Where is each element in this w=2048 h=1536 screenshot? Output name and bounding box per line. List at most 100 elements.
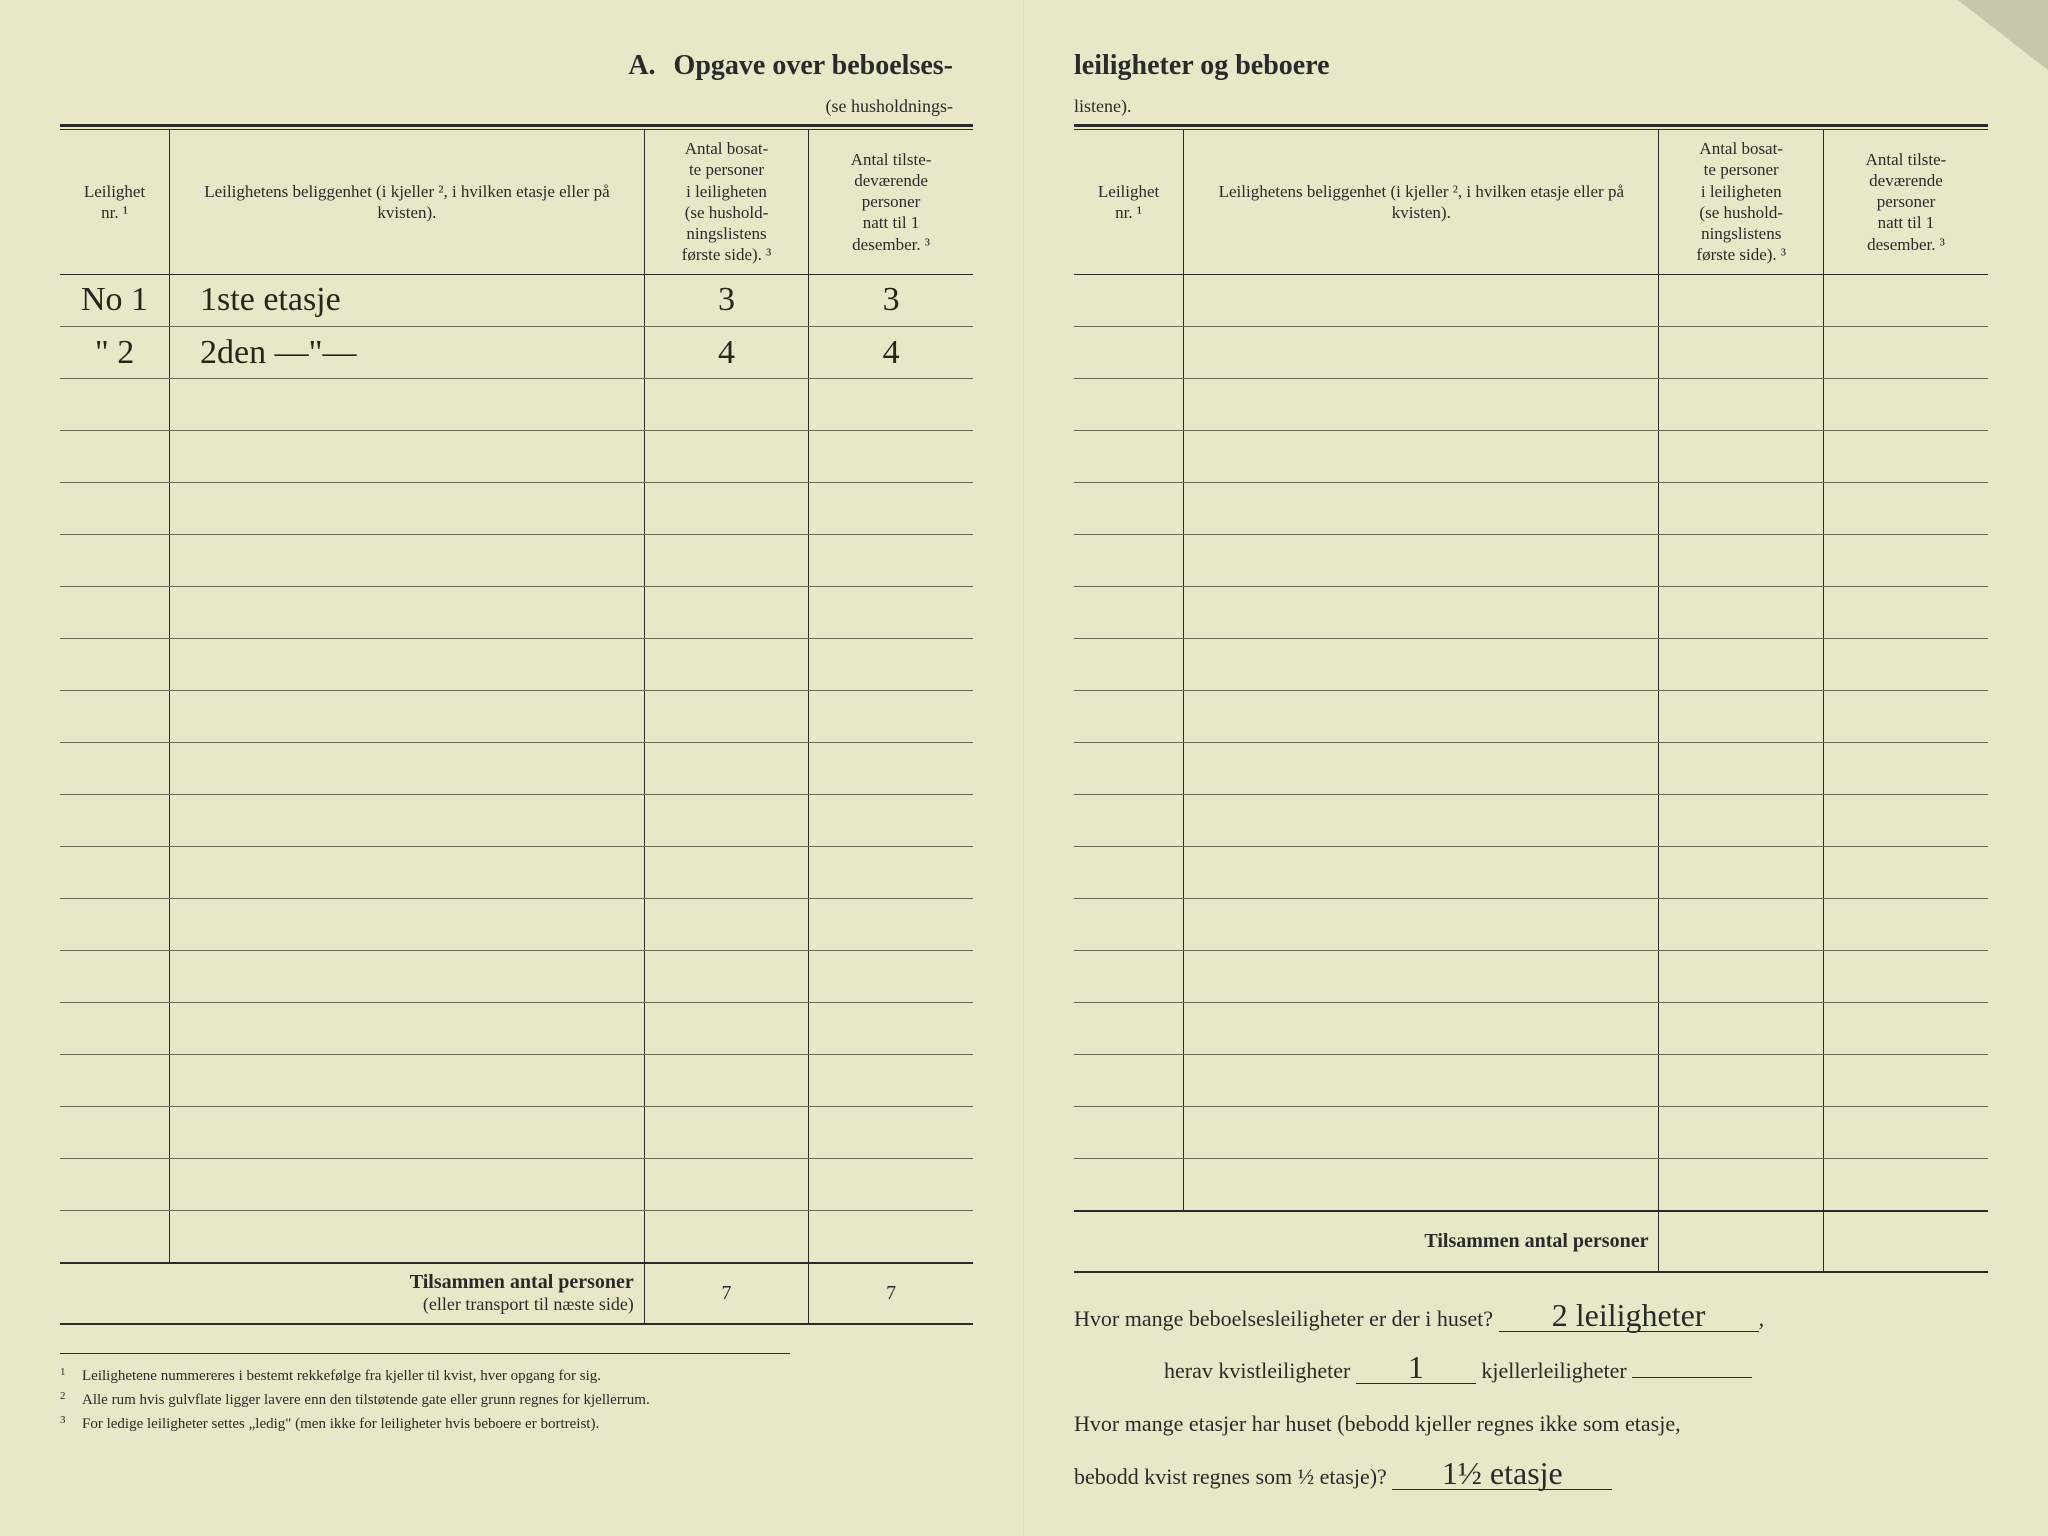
table-row	[60, 431, 973, 483]
cell-nr	[60, 431, 170, 483]
cell-tilstede	[1823, 743, 1988, 795]
answer-q2a: 1	[1356, 1351, 1476, 1384]
question-3-line2: bebodd kvist regnes som ½ etasje)? 1½ et…	[1074, 1451, 1988, 1504]
table-row	[60, 1003, 973, 1055]
totals-row-right: Tilsammen antal personer	[1074, 1211, 1988, 1271]
cell-tilstede	[809, 951, 973, 1003]
cell-nr	[60, 1055, 170, 1107]
cell-location: 1ste etasje	[170, 275, 645, 327]
cell-location	[1184, 535, 1659, 587]
col-header-tilstede: Antal tilste- deværende personer natt ti…	[809, 130, 973, 274]
cell-bosatte	[644, 847, 808, 899]
cell-location	[1184, 899, 1659, 951]
cell-location	[170, 639, 645, 691]
cell-tilstede	[809, 535, 973, 587]
cell-nr	[1074, 587, 1184, 639]
table-row	[60, 951, 973, 1003]
table-row	[1074, 951, 1988, 1003]
cell-tilstede	[1823, 431, 1988, 483]
header-row: Leilighet nr. ¹ Leilighetens beliggenhet…	[1074, 130, 1988, 274]
cell-nr	[60, 587, 170, 639]
table-row	[60, 587, 973, 639]
cell-nr	[1074, 431, 1184, 483]
table-row	[60, 899, 973, 951]
table-row	[1074, 535, 1988, 587]
col-header-location: Leilighetens beliggenhet (i kjeller ², i…	[170, 130, 645, 274]
cell-nr	[60, 1107, 170, 1159]
totals-bosatte-left: 7	[644, 1263, 808, 1323]
table-row	[1074, 431, 1988, 483]
cell-nr	[1074, 951, 1184, 1003]
cell-bosatte	[644, 743, 808, 795]
cell-location	[170, 587, 645, 639]
cell-nr	[1074, 379, 1184, 431]
cell-bosatte	[1659, 847, 1824, 899]
cell-bosatte	[644, 1159, 808, 1211]
question-2: herav kvistleiligheter 1 kjellerleilighe…	[1074, 1345, 1988, 1398]
table-row	[60, 535, 973, 587]
cell-tilstede	[809, 1003, 973, 1055]
title-letter: A.	[628, 50, 655, 82]
table-row	[1074, 379, 1988, 431]
table-row: " 22den —"—44	[60, 327, 973, 379]
cell-bosatte	[1659, 275, 1824, 327]
cell-bosatte	[1659, 327, 1824, 379]
title-text-left: Opgave over beboelses-	[674, 50, 953, 82]
cell-bosatte	[1659, 587, 1824, 639]
table-row	[60, 743, 973, 795]
title-right: leiligheter og beboere	[1074, 50, 1988, 90]
table-row	[60, 847, 973, 899]
cell-nr	[60, 743, 170, 795]
cell-location	[170, 691, 645, 743]
table-row	[1074, 1159, 1988, 1211]
cell-bosatte	[644, 535, 808, 587]
table-row	[1074, 1003, 1988, 1055]
cell-location	[170, 1211, 645, 1263]
table-body-right	[1074, 275, 1988, 1211]
title-text-right: leiligheter og beboere	[1074, 50, 1330, 82]
cell-nr	[1074, 899, 1184, 951]
cell-bosatte	[1659, 691, 1824, 743]
cell-nr	[1074, 795, 1184, 847]
cell-location	[170, 1003, 645, 1055]
footnote-3: 3For ledige leiligheter settes „ledig" (…	[60, 1412, 790, 1436]
cell-nr	[1074, 483, 1184, 535]
cell-bosatte	[644, 951, 808, 1003]
cell-tilstede	[809, 1055, 973, 1107]
cell-location	[170, 1159, 645, 1211]
cell-location	[170, 1107, 645, 1159]
cell-bosatte	[1659, 795, 1824, 847]
table-row	[1074, 847, 1988, 899]
table-row	[60, 483, 973, 535]
title-left: A. Opgave over beboelses-	[60, 50, 973, 90]
cell-bosatte	[1659, 1003, 1824, 1055]
cell-tilstede	[809, 379, 973, 431]
table-row	[60, 1211, 973, 1263]
questions-block: Hvor mange beboelsesleiligheter er der i…	[1074, 1293, 1988, 1504]
cell-tilstede: 4	[809, 327, 973, 379]
cell-tilstede	[1823, 379, 1988, 431]
cell-bosatte	[1659, 1159, 1824, 1211]
cell-nr	[1074, 535, 1184, 587]
cell-nr	[1074, 1055, 1184, 1107]
cell-location	[1184, 1107, 1659, 1159]
footnote-2: 2Alle rum hvis gulvflate ligger lavere e…	[60, 1388, 790, 1412]
question-3-line1: Hvor mange etasjer har huset (bebodd kje…	[1074, 1398, 1988, 1451]
cell-tilstede	[809, 899, 973, 951]
cell-bosatte	[644, 795, 808, 847]
cell-nr	[60, 1003, 170, 1055]
header-row: Leilighet nr. ¹ Leilighetens beliggenhet…	[60, 130, 973, 274]
form-table-right: Leilighet nr. ¹ Leilighetens beliggenhet…	[1074, 130, 1988, 1271]
cell-location	[170, 483, 645, 535]
cell-bosatte	[1659, 639, 1824, 691]
cell-nr	[1074, 743, 1184, 795]
cell-tilstede	[809, 587, 973, 639]
cell-nr	[60, 795, 170, 847]
cell-tilstede	[809, 639, 973, 691]
answer-q3: 1½ etasje	[1392, 1457, 1612, 1490]
cell-nr: " 2	[60, 327, 170, 379]
totals-row-left: Tilsammen antal personer (eller transpor…	[60, 1263, 973, 1323]
cell-location: 2den —"—	[170, 327, 645, 379]
cell-location	[170, 379, 645, 431]
cell-location	[1184, 275, 1659, 327]
